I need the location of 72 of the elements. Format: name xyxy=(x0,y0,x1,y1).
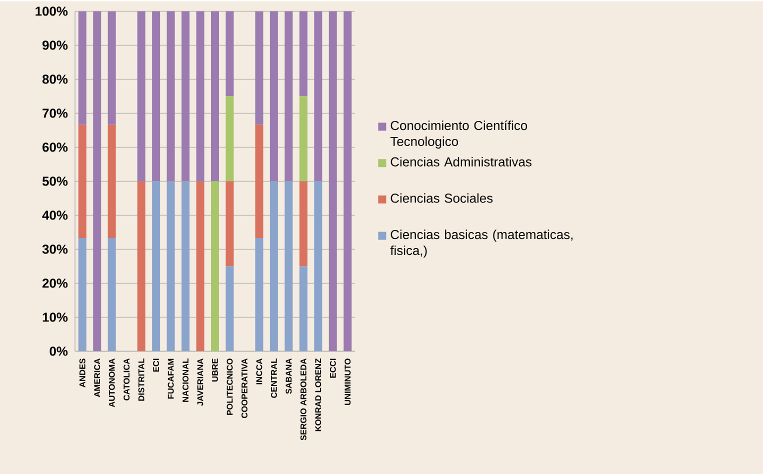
y-tick-label: 30% xyxy=(42,244,68,254)
y-tick-label: 10% xyxy=(42,312,68,322)
bar xyxy=(299,266,308,352)
bar xyxy=(270,181,278,352)
bar xyxy=(284,181,293,352)
legend-label: Ciencias basicas (matematicas, fisica,) xyxy=(390,230,573,258)
bar xyxy=(182,181,190,352)
x-tick-label: FUCAFAM xyxy=(168,358,174,398)
x-tick-label: AUTONOMA xyxy=(108,358,115,408)
bar xyxy=(255,11,264,125)
bar xyxy=(78,124,86,238)
x-tick-label: ECCI xyxy=(330,358,336,378)
bar xyxy=(270,11,278,182)
bar xyxy=(137,11,146,182)
bar xyxy=(314,11,322,182)
y-tick-label: 60% xyxy=(42,142,68,152)
x-tick-label: INCCA xyxy=(256,358,262,384)
y-tick-label: 70% xyxy=(42,108,68,118)
bar xyxy=(166,11,175,182)
x-tick-label: POLITECNICO xyxy=(226,358,233,415)
bar xyxy=(108,124,116,238)
bar xyxy=(226,11,234,96)
x-tick-label: CENTRAL xyxy=(270,358,277,398)
bar xyxy=(182,11,190,182)
bar xyxy=(299,181,308,266)
bar xyxy=(299,11,308,96)
bar xyxy=(78,11,86,125)
y-tick-label: 20% xyxy=(42,278,68,288)
legend-label: Ciencias Administrativas xyxy=(390,156,532,166)
bar xyxy=(137,181,146,352)
legend-label: Ciencias Sociales xyxy=(390,193,493,203)
legend-label: Conocimiento Científico Tecnologico xyxy=(390,120,528,148)
bar xyxy=(166,181,175,352)
bar xyxy=(299,96,308,182)
bar xyxy=(226,96,234,182)
x-tick-label: ECI xyxy=(153,358,160,372)
bar xyxy=(255,124,264,238)
y-tick-label: 40% xyxy=(42,210,68,220)
y-tick-label: 100% xyxy=(36,6,68,16)
x-tick-label: JAVERIANA xyxy=(197,358,204,406)
bar xyxy=(226,181,234,266)
x-tick-label: UBRE xyxy=(212,358,218,382)
x-tick-label: COOPERATIVA xyxy=(242,358,248,418)
y-tick-label: 90% xyxy=(42,40,68,50)
bar xyxy=(226,266,234,352)
bar xyxy=(344,11,352,352)
bar xyxy=(314,181,322,352)
bar xyxy=(255,238,264,352)
y-tick-label: 80% xyxy=(42,74,68,84)
x-tick-label: CATOLICA xyxy=(124,358,130,400)
bar xyxy=(93,11,102,352)
x-tick-label: SABANA xyxy=(286,358,292,394)
bar xyxy=(152,11,160,182)
y-tick-label: 0% xyxy=(50,346,68,356)
x-tick-label: UNIMINUTO xyxy=(344,358,351,405)
bar xyxy=(108,238,116,352)
bar xyxy=(211,181,219,352)
x-tick-label: SERGIO ARBOLEDA xyxy=(300,358,306,440)
x-tick-label: NACIONAL xyxy=(182,358,188,402)
y-tick-label: 50% xyxy=(42,176,68,186)
bar xyxy=(196,11,204,182)
bar xyxy=(328,11,337,352)
bar xyxy=(152,181,160,352)
bar xyxy=(196,181,204,352)
bar xyxy=(284,11,293,182)
x-tick-label: DISTRITAL xyxy=(138,358,144,401)
x-tick-label: AMERICA xyxy=(94,358,100,397)
bar xyxy=(78,238,86,352)
bar xyxy=(211,11,219,182)
x-tick-label: ANDES xyxy=(79,358,86,388)
bar xyxy=(108,11,116,125)
x-tick-label: KONRAD LORENZ xyxy=(315,358,322,432)
